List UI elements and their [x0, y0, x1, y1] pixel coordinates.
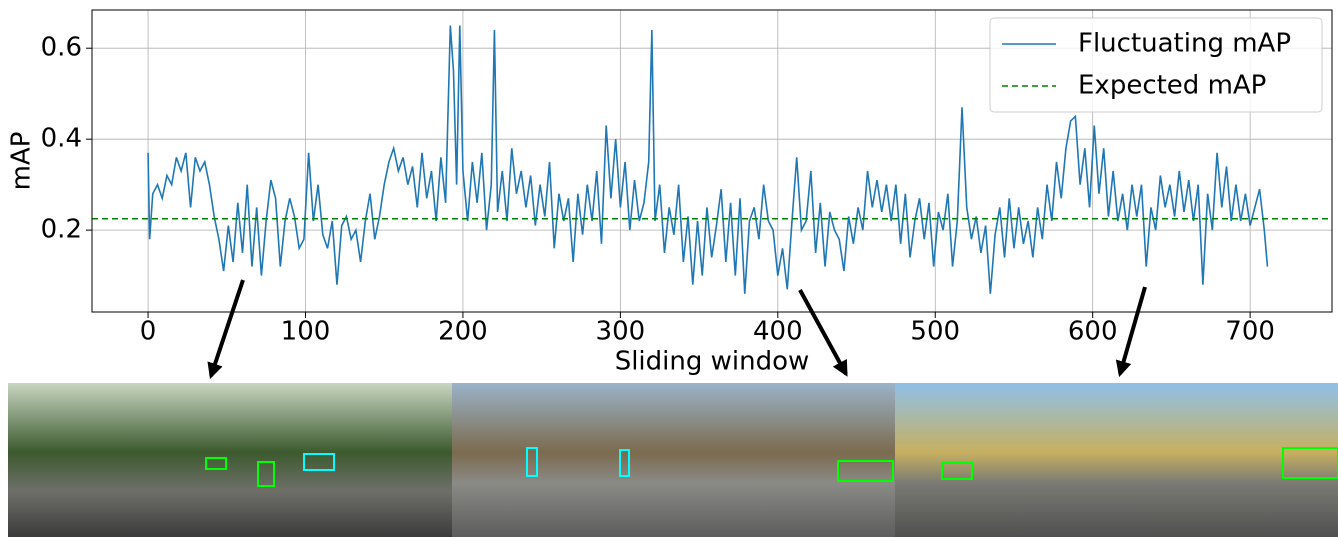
x-axis-label: Sliding window — [615, 347, 810, 377]
x-tick-label: 200 — [438, 317, 488, 347]
x-tick-label: 700 — [1225, 317, 1275, 347]
scene-image — [452, 383, 895, 537]
arrow — [1120, 287, 1145, 374]
x-tick-label: 300 — [596, 317, 646, 347]
x-tick-label: 600 — [1068, 317, 1118, 347]
legend-label: Fluctuating mAP — [1078, 29, 1291, 59]
legend-label: Expected mAP — [1078, 71, 1266, 101]
x-tick-label: 100 — [281, 317, 331, 347]
chart: Sliding window mAP 0 100 200 300 400 500 600 70… — [0, 0, 1338, 537]
y-tick-label: 0.6 — [41, 33, 82, 63]
x-tick-label: 500 — [910, 317, 960, 347]
x-tick-label: 400 — [753, 317, 803, 347]
scene-image — [8, 383, 452, 537]
arrow — [211, 280, 243, 376]
x-tick-label: 0 — [140, 317, 157, 347]
y-tick-label: 0.4 — [41, 124, 82, 154]
photo-strip — [8, 383, 1338, 537]
legend: Fluctuating mAP Expected mAP — [990, 18, 1322, 112]
scene-image — [895, 383, 1338, 537]
y-axis-label: mAP — [7, 132, 37, 191]
y-tick-label: 0.2 — [41, 215, 82, 245]
